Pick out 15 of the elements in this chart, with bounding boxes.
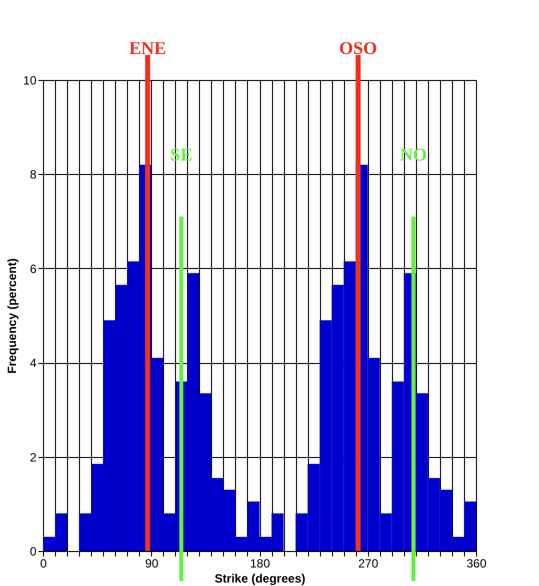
y-axis-title: Frequency (percent)	[5, 258, 20, 374]
ref-line-label: ENE	[129, 38, 166, 58]
y-tick-label: 2	[30, 450, 37, 464]
y-tick-label: 0	[30, 544, 37, 558]
ref-line-label: OSO	[339, 38, 378, 58]
y-tick-label: 4	[30, 356, 37, 370]
x-tick-label: 90	[145, 556, 159, 570]
x-tick-label: 0	[40, 556, 48, 570]
y-tick-label: 10	[23, 74, 37, 88]
x-tick-label: 360	[466, 556, 487, 570]
x-axis-title: Strike (degrees)	[214, 572, 306, 586]
y-tick-label: 8	[30, 168, 37, 182]
x-tick-label: 180	[250, 556, 270, 570]
x-tick-label: 270	[358, 556, 379, 570]
y-tick-label: 6	[30, 262, 37, 276]
